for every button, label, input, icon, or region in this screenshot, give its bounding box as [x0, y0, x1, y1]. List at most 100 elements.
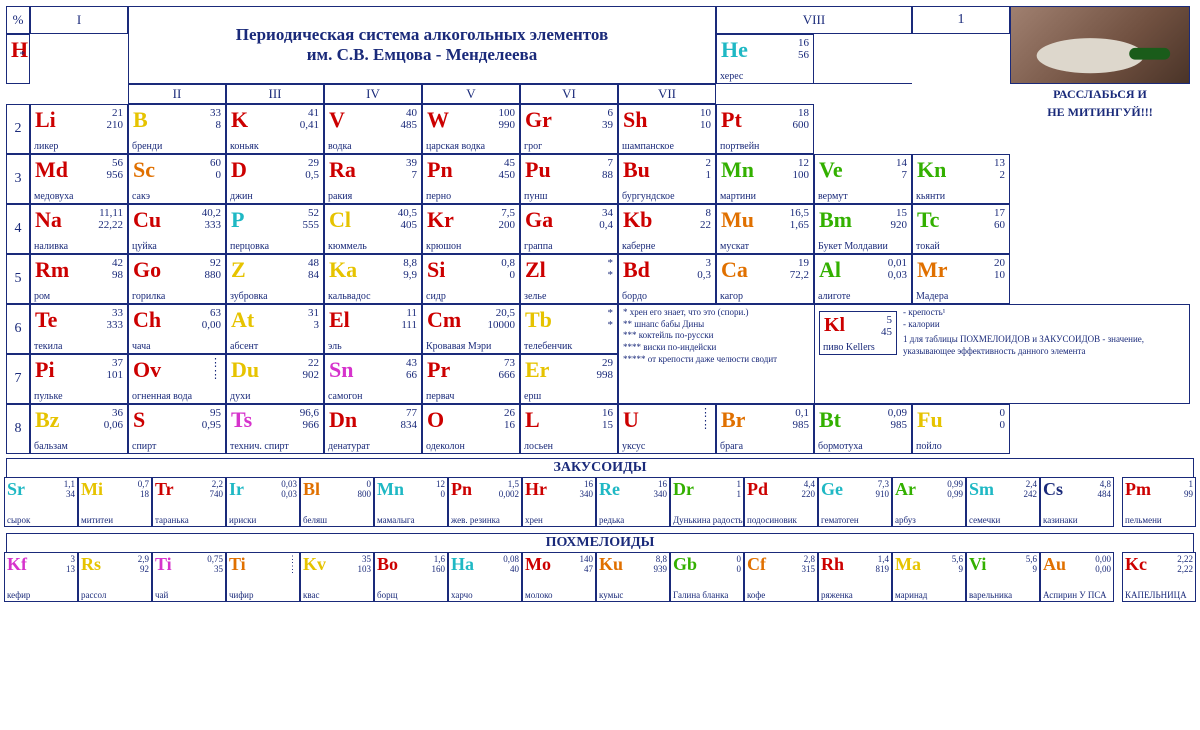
cell-Du: Du22902духи — [226, 354, 324, 404]
cell-Bt: Bt0,09985бормотуха — [814, 404, 912, 454]
cell-Ga: Ga340,4граппа — [520, 204, 618, 254]
cell-Pt: Pt18600портвейн — [716, 104, 814, 154]
cell-Mu: Mu16,51,65мускат — [716, 204, 814, 254]
sub-cell: Mn120мамалыга — [374, 477, 448, 527]
sub-cell: Re16340редька — [596, 477, 670, 527]
cell-W: W100990царская водка — [422, 104, 520, 154]
periodic-table: % I Периодическая система алкогольных эл… — [6, 6, 1194, 454]
cell-Sh: Sh1010шампанское — [618, 104, 716, 154]
cell-Bz: Bz360,06бальзам — [30, 404, 128, 454]
cell-Er: Er29998ерш — [520, 354, 618, 404]
cell-He: He1656херес — [716, 34, 814, 84]
cell-Pi: Pi37101пульке — [30, 354, 128, 404]
sub-cell: Kv35103квас — [300, 552, 374, 602]
header-g4: IV — [324, 84, 422, 104]
header-g6: VI — [520, 84, 618, 104]
cell-O: O2616одеколон — [422, 404, 520, 454]
sub-cell: Ma5,69маринад — [892, 552, 966, 602]
cell-At: At313абсент — [226, 304, 324, 354]
sub-cell: Ar0,990,99арбуз — [892, 477, 966, 527]
sub-cell: Sm2,4242семечки — [966, 477, 1040, 527]
cell-Bu: Bu21бургундское — [618, 154, 716, 204]
cell-Si: Si0,80сидр — [422, 254, 520, 304]
cell-Tc: Tc1760токай — [912, 204, 1010, 254]
sub-cell: Rs2,992рассол — [78, 552, 152, 602]
sub-cell: Kf313кефир — [4, 552, 78, 602]
period-1: 1 — [912, 6, 1010, 34]
cell-U: U⋮⋮уксус — [618, 404, 716, 454]
cell-Na: Na11,1122,22наливка — [30, 204, 128, 254]
header-g8: VIII — [716, 6, 912, 34]
pokhmeloidy-row: Kf313кефирRs2,992рассолTi0,7535чайTi⋮⋮чи… — [6, 552, 1194, 602]
cell-Fu: Fu00пойло — [912, 404, 1010, 454]
cell-S: S950,95спирт — [128, 404, 226, 454]
sub-cell-extra: Kc2,222,22КАПЕЛЬНИЦА — [1122, 552, 1196, 602]
cell-Rm: Rm4298ром — [30, 254, 128, 304]
cell-Pn: Pn45450перно — [422, 154, 520, 204]
cell-B: B338бренди — [128, 104, 226, 154]
sub-cell: Au0,000,00Аспирин У ПСА — [1040, 552, 1114, 602]
period-5: 5 — [6, 254, 30, 304]
pokhmeloidy-title: ПОХМЕЛОИДЫ — [6, 533, 1194, 552]
sub-cell: Bo1,6160борщ — [374, 552, 448, 602]
sub-cell: Sr1,134сырок — [4, 477, 78, 527]
cell-Ov: Ov⋮⋮огненная вода — [128, 354, 226, 404]
cell-V: V40485водка — [324, 104, 422, 154]
cell-Bd: Bd30,3бордо — [618, 254, 716, 304]
period-2: 2 — [6, 104, 30, 154]
period-7: 7 — [6, 354, 30, 404]
cell-Bm: Bm15920Букет Молдавии — [814, 204, 912, 254]
cell-Pu: Pu788пунш — [520, 154, 618, 204]
sub-cell: Pn1,50,002жев. резинка — [448, 477, 522, 527]
zakusoidy-title: ЗАКУСОИДЫ — [6, 458, 1194, 477]
sub-cell: Dr11Дунькина радость — [670, 477, 744, 527]
period-6: 6 — [6, 304, 30, 354]
cell-Pr: Pr73666первач — [422, 354, 520, 404]
sub-cell: Ha0,0840харчо — [448, 552, 522, 602]
cell-Kr: Kr7,5200крюшон — [422, 204, 520, 254]
cell-Cm: Cm20,510000Кровавая Мэри — [422, 304, 520, 354]
cell-Tb: Tb**телебенчик — [520, 304, 618, 354]
cell-Cl: Cl40,5405кюммель — [324, 204, 422, 254]
cell-Ra: Ra397ракия — [324, 154, 422, 204]
cell-Te: Te33333текила — [30, 304, 128, 354]
period-8: 8 — [6, 404, 30, 454]
cell-H: H* — [6, 34, 30, 84]
cell-Br: Br0,1985брага — [716, 404, 814, 454]
sub-cell: Hr16340хрен — [522, 477, 596, 527]
period-3: 3 — [6, 154, 30, 204]
cell-D: D290,5джин — [226, 154, 324, 204]
sub-cell: Vi5,69варельника — [966, 552, 1040, 602]
cell-Kb: Kb822каберне — [618, 204, 716, 254]
cell-L: L1615лосьен — [520, 404, 618, 454]
header-g5: V — [422, 84, 520, 104]
legend-key: Kl 545 пиво Kellers - крепость¹ - калори… — [814, 304, 1190, 404]
cell-Dn: Dn77834денатурат — [324, 404, 422, 454]
sub-cell: Cs4,8484казинаки — [1040, 477, 1114, 527]
cell-Sc: Sc600сакэ — [128, 154, 226, 204]
sub-cell: Ir0,030,03ириски — [226, 477, 300, 527]
cell-Mn: Mn12100мартини — [716, 154, 814, 204]
header-g3: III — [226, 84, 324, 104]
sub-cell: Gb00Галина бланка — [670, 552, 744, 602]
slogan: РАССЛАБЬСЯ ИНЕ МИТИНГУЙ!!! — [1010, 84, 1190, 154]
photo-placeholder — [1010, 6, 1190, 84]
cell-El: El11111эль — [324, 304, 422, 354]
header-g1: I — [30, 6, 128, 34]
cell-Md: Md56956медовуха — [30, 154, 128, 204]
sub-cell: Mi0,718мититеи — [78, 477, 152, 527]
title-block: Периодическая система алкогольных элемен… — [128, 6, 716, 84]
sub-cell: Mo14047молоко — [522, 552, 596, 602]
sub-cell: Cf2,8315кофе — [744, 552, 818, 602]
sub-cell: Tr2,2740таранька — [152, 477, 226, 527]
cell-Kn: Kn132кьянти — [912, 154, 1010, 204]
header-g2: II — [128, 84, 226, 104]
cell-Zl: Zl**зелье — [520, 254, 618, 304]
cell-Ve: Ve147вермут — [814, 154, 912, 204]
sub-cell: Ku8,8939кумыс — [596, 552, 670, 602]
sub-cell: Bl0800беляш — [300, 477, 374, 527]
sub-cell: Rh1,4819ряженка — [818, 552, 892, 602]
cell-P: P52555перцовка — [226, 204, 324, 254]
cell-Ka: Ka8,89,9кальвадос — [324, 254, 422, 304]
cell-Li: Li21210ликер — [30, 104, 128, 154]
